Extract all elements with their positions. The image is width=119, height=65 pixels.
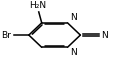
Text: N: N [101,31,107,40]
Text: N: N [70,48,77,57]
Text: Br: Br [1,31,11,40]
Text: H₂N: H₂N [29,1,46,10]
Text: N: N [70,13,77,22]
